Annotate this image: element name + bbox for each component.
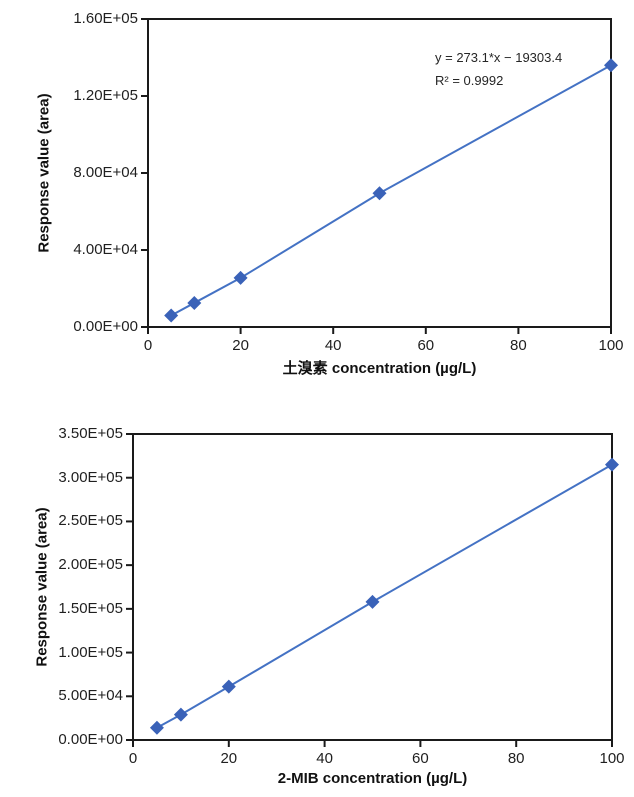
plot-canvas [126, 433, 619, 747]
data-point-marker [221, 679, 236, 694]
y-tick-label: 3.50E+05 [58, 425, 123, 442]
data-point-marker [164, 308, 179, 323]
y-tick-label: 3.00E+05 [58, 468, 123, 486]
data-point-marker [604, 58, 618, 73]
x-tick-label: 80 [507, 750, 525, 767]
x-axis-label: 土溴素 concentration (µg/L) [282, 360, 477, 377]
x-tick-label: 0 [128, 750, 138, 767]
x-axis-label: 2-MIB concentration (µg/L) [277, 770, 468, 787]
y-tick-label: 5.00E+04 [58, 687, 123, 705]
x-tick-label: 20 [220, 750, 238, 767]
y-tick-label: 2.50E+05 [58, 512, 123, 530]
data-point-marker [233, 270, 248, 285]
data-point-marker [173, 707, 188, 722]
y-tick-label: 1.50E+05 [58, 599, 123, 617]
trendline-annotation: y = 273.1*x − 19303.4 R² = 0.9992 [435, 46, 562, 92]
trendline-equation: y = 273.1*x − 19303.4 [435, 50, 563, 65]
x-tick-label: 100 [599, 750, 625, 767]
x-tick-label: 40 [324, 337, 342, 354]
data-point-marker [365, 594, 380, 609]
data-point-marker [187, 295, 202, 310]
x-tick-label: 60 [412, 750, 429, 767]
x-tick-label: 100 [598, 337, 624, 354]
y-tick-label: 8.00E+04 [73, 164, 138, 181]
data-point-marker [149, 720, 164, 735]
y-axis-label: Response value (area) [35, 93, 53, 253]
y-tick-label: 1.00E+05 [58, 643, 123, 661]
x-tick-label: 0 [143, 337, 153, 354]
x-tick-label: 20 [232, 337, 249, 354]
plot-border [147, 18, 612, 328]
y-tick-label: 1.20E+05 [73, 87, 138, 104]
data-point-marker [372, 186, 387, 201]
data-point-marker [605, 457, 619, 472]
r-squared-value: R² = 0.9992 [435, 73, 504, 88]
y-axis-label: Response value (area) [33, 507, 51, 667]
y-tick-label: 0.00E+00 [58, 731, 123, 748]
mib-calibration-chart: 0 20 40 60 80 100 0.00E+00 5.00E+04 1.00E+05 1.50… [0, 400, 634, 797]
geosmin-calibration-chart: y = 273.1*x − 19303.4 R² = 0.9992 0 20 40 6… [35, 10, 624, 377]
y-tick-label: 2.00E+05 [58, 556, 123, 574]
y-tick-label: 0.00E+00 [73, 318, 138, 335]
x-tick-label: 80 [510, 337, 527, 354]
y-tick-label: 4.00E+04 [73, 241, 138, 258]
plot-border [132, 433, 613, 741]
x-tick-label: 60 [417, 337, 435, 354]
x-tick-label: 40 [316, 750, 333, 767]
y-tick-label: 1.60E+05 [73, 10, 138, 27]
plot-canvas [141, 18, 618, 334]
